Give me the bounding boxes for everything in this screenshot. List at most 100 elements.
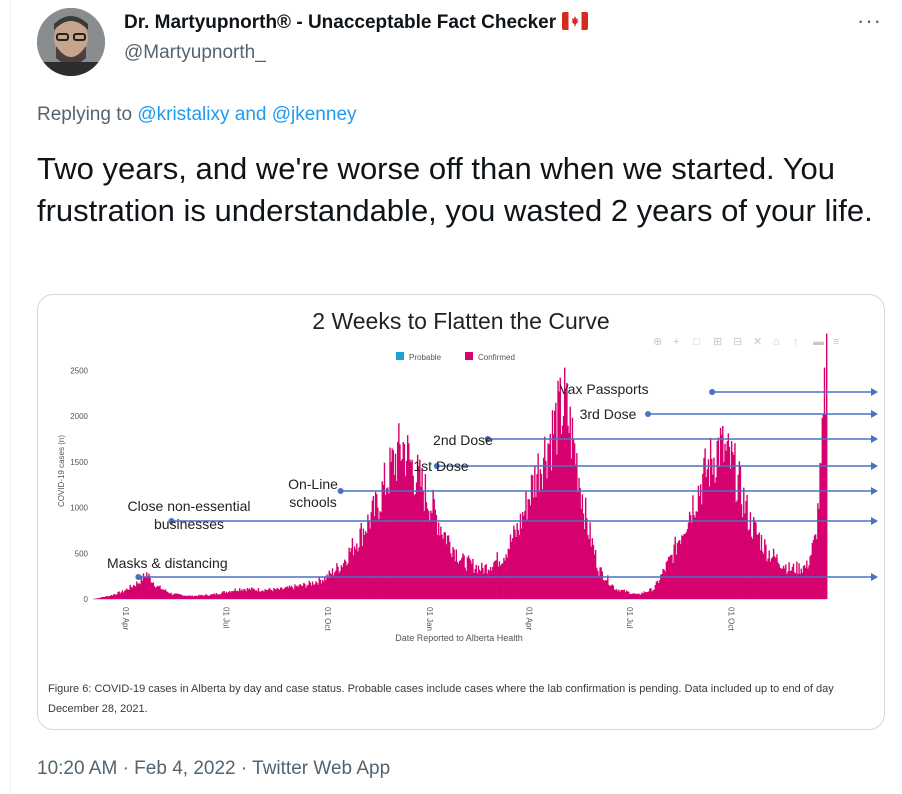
confirmed-bar bbox=[715, 477, 717, 599]
confirmed-bar bbox=[380, 512, 382, 599]
confirmed-bar bbox=[758, 532, 760, 599]
confirmed-bar bbox=[545, 461, 547, 599]
confirmed-bar bbox=[682, 536, 684, 599]
author-handle[interactable]: @Martyupnorth_ bbox=[124, 42, 266, 63]
confirmed-bar bbox=[472, 558, 474, 599]
confirmed-bar bbox=[202, 595, 204, 599]
confirmed-bar bbox=[303, 582, 305, 599]
confirmed-bar bbox=[306, 585, 308, 599]
confirmed-bar bbox=[165, 591, 168, 599]
confirmed-bar bbox=[234, 588, 236, 599]
confirmed-bar bbox=[781, 568, 784, 599]
confirmed-bar bbox=[767, 558, 769, 599]
confirmed-bar bbox=[698, 496, 701, 599]
confirmed-bar bbox=[535, 497, 537, 599]
confirmed-bar bbox=[790, 570, 793, 599]
confirmed-bar bbox=[602, 579, 605, 599]
avatar-portrait bbox=[37, 8, 105, 76]
confirmed-bar bbox=[563, 367, 566, 599]
confirmed-bar bbox=[743, 487, 745, 599]
confirmed-bar bbox=[737, 474, 739, 599]
confirmed-bar bbox=[473, 572, 475, 599]
confirmed-bar bbox=[687, 522, 690, 599]
timeline-rule bbox=[10, 0, 11, 794]
confirmed-bar bbox=[584, 497, 587, 599]
confirmed-bar bbox=[206, 595, 209, 599]
confirmed-bar bbox=[465, 570, 467, 599]
confirmed-bar bbox=[204, 594, 207, 599]
confirmed-bar bbox=[806, 560, 808, 599]
confirmed-bar bbox=[702, 473, 704, 599]
confirmed-bar bbox=[289, 586, 292, 599]
confirmed-bar bbox=[136, 581, 138, 599]
confirmed-bar bbox=[161, 589, 163, 599]
confirmed-bar bbox=[495, 560, 497, 599]
confirmed-bar bbox=[317, 584, 319, 599]
confirmed-bar bbox=[605, 580, 608, 599]
canada-flag-icon bbox=[562, 12, 589, 36]
confirmed-bar bbox=[387, 487, 389, 599]
confirmed-bar bbox=[521, 512, 524, 599]
confirmed-bar bbox=[220, 594, 222, 599]
confirmed-bar bbox=[406, 435, 409, 599]
confirmed-bar bbox=[509, 534, 512, 599]
confirmed-bar bbox=[788, 562, 790, 599]
confirmed-bar bbox=[771, 557, 774, 599]
annotation-marker bbox=[709, 389, 716, 395]
confirmed-bar bbox=[612, 585, 615, 599]
confirmed-bar bbox=[733, 454, 735, 599]
confirmed-bar bbox=[251, 587, 253, 599]
confirmed-bar bbox=[461, 557, 463, 599]
more-options-icon[interactable]: ··· bbox=[857, 8, 882, 33]
confirmed-bar bbox=[435, 514, 438, 599]
confirmed-bar bbox=[534, 465, 536, 599]
confirmed-bar bbox=[629, 594, 631, 599]
tweet-media-chart[interactable]: 2 Weeks to Flatten the Curve ⊕ + □ ⊞ ⊟ ✕ ⌂ ↑ ▬ ≡ Pr… bbox=[37, 294, 885, 730]
annotation-label: On-Line bbox=[288, 476, 338, 492]
confirmed-bar bbox=[791, 566, 794, 599]
confirmed-bar bbox=[347, 563, 349, 599]
confirmed-bar bbox=[750, 536, 753, 599]
confirmed-bar bbox=[230, 592, 232, 599]
confirmed-bar bbox=[646, 592, 649, 599]
confirmed-bar bbox=[755, 522, 757, 599]
y-tick-label: 0 bbox=[84, 595, 89, 604]
confirmed-bar bbox=[327, 577, 329, 599]
confirmed-bar bbox=[793, 572, 796, 599]
reply-user-link[interactable]: @kristalixy bbox=[137, 104, 230, 125]
confirmed-bar bbox=[201, 595, 203, 599]
confirmed-bar bbox=[633, 593, 636, 599]
confirmed-bar bbox=[142, 573, 145, 599]
confirmed-bar bbox=[760, 534, 763, 599]
confirmed-bar bbox=[266, 590, 268, 599]
confirmed-bar bbox=[283, 588, 285, 599]
author-avatar[interactable] bbox=[37, 8, 105, 76]
reply-user-link[interactable]: @jkenney bbox=[271, 104, 357, 125]
confirmed-bar bbox=[549, 433, 552, 599]
confirmed-bar bbox=[337, 566, 339, 599]
confirmed-bar bbox=[125, 589, 127, 599]
chart-toolbar-icon: + bbox=[673, 336, 679, 348]
confirmed-bar bbox=[729, 468, 732, 599]
tweet-timestamp[interactable]: 10:20 AM · Feb 4, 2022 · Twitter Web App bbox=[37, 758, 390, 780]
confirmed-bar bbox=[691, 522, 693, 599]
confirmed-bar bbox=[692, 495, 694, 599]
confirmed-bar bbox=[360, 523, 362, 599]
confirmed-bar bbox=[392, 450, 395, 599]
confirmed-bar bbox=[594, 549, 597, 599]
confirmed-bar bbox=[531, 475, 534, 599]
confirmed-bar bbox=[539, 469, 542, 599]
confirmed-bar bbox=[785, 564, 787, 599]
confirmed-bar bbox=[530, 474, 533, 599]
author-name[interactable]: Dr. Martyupnorth® - Unacceptable Fact Ch… bbox=[124, 12, 589, 36]
annotation-marker bbox=[645, 411, 652, 417]
y-tick-label: 1500 bbox=[70, 458, 88, 467]
confirmed-bar bbox=[572, 439, 575, 599]
confirmed-bar bbox=[324, 576, 326, 599]
confirmed-bar bbox=[191, 595, 193, 599]
confirmed-bar bbox=[508, 549, 511, 599]
confirmed-bar bbox=[319, 579, 322, 599]
confirmed-bar bbox=[367, 514, 369, 599]
confirmed-bar bbox=[665, 562, 668, 599]
confirmed-bar bbox=[430, 510, 432, 599]
